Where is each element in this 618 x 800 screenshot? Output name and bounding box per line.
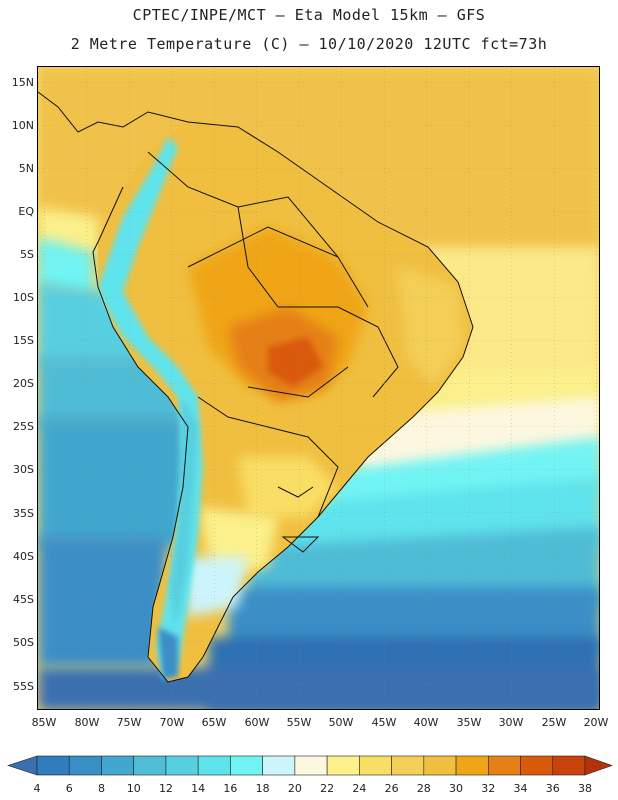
colorbar-swatch: [326, 755, 360, 776]
lon-label-20w: 20W: [583, 716, 609, 729]
lon-label-65w: 65W: [201, 716, 227, 729]
lon-label-80w: 80W: [74, 716, 100, 729]
colorbar-label: 8: [97, 782, 105, 795]
graticule: [38, 67, 599, 709]
colorbar-label: 28: [416, 782, 431, 795]
lat-label-30s: 30S: [13, 463, 34, 476]
colorbar-swatch: [230, 755, 263, 776]
lat-label-40s: 40S: [13, 550, 34, 563]
colorbar-swatch: [68, 755, 102, 776]
colorbar-label: 34: [513, 782, 528, 795]
lon-label-35w: 35W: [456, 716, 482, 729]
lat-label-15s: 15S: [13, 334, 34, 347]
lon-label-30w: 30W: [498, 716, 524, 729]
colorbar-swatch: [165, 755, 199, 776]
lat-label-15n: 15N: [11, 76, 34, 89]
colorbar-arrow-left: [7, 755, 38, 776]
colorbar-swatch: [520, 755, 554, 776]
colorbar-swatch: [133, 755, 167, 776]
lat-label-eq: EQ: [18, 205, 34, 218]
colorbar-label: 36: [545, 782, 560, 795]
lat-label-25s: 25S: [13, 420, 34, 433]
lon-label-85w: 85W: [31, 716, 57, 729]
colorbar-swatch: [101, 755, 135, 776]
colorbar: [7, 755, 613, 776]
colorbar-label: 4: [33, 782, 41, 795]
colorbar-swatch: [262, 755, 296, 776]
colorbar-label: 14: [191, 782, 206, 795]
lon-label-45w: 45W: [371, 716, 397, 729]
colorbar-swatch: [391, 755, 425, 776]
lat-label-10s: 10S: [13, 291, 34, 304]
colorbar-label: 22: [320, 782, 335, 795]
colorbar-label: 20: [287, 782, 302, 795]
colorbar-label: 38: [578, 782, 592, 795]
colorbar-swatch: [197, 755, 231, 776]
colorbar-swatch: [423, 755, 457, 776]
colorbar-swatch: [294, 755, 328, 776]
colorbar-swatch: [36, 755, 70, 776]
lon-label-25w: 25W: [541, 716, 567, 729]
colorbar-swatch: [359, 755, 392, 776]
colorbar-label: 26: [384, 782, 399, 795]
lat-label-5s: 5S: [20, 248, 34, 261]
colorbar-label: 6: [65, 782, 73, 795]
title-line-2: 2 Metre Temperature (C) – 10/10/2020 12U…: [70, 35, 548, 53]
colorbar-label: 32: [481, 782, 496, 795]
lat-label-55s: 55S: [13, 680, 34, 693]
temperature-field: [38, 67, 599, 709]
colorbar-label: 10: [126, 782, 141, 795]
title-line-1: CPTEC/INPE/MCT – Eta Model 15km – GFS: [132, 6, 486, 24]
colorbar-label: 24: [352, 782, 367, 795]
lon-label-75w: 75W: [116, 716, 142, 729]
lat-label-35s: 35S: [13, 507, 34, 520]
colorbar-swatch: [552, 755, 586, 776]
lon-label-40w: 40W: [413, 716, 439, 729]
colorbar-arrow-right: [584, 755, 613, 776]
temperature-map: [37, 66, 600, 710]
lat-label-45s: 45S: [13, 593, 34, 606]
lat-label-50s: 50S: [13, 636, 34, 649]
lon-label-60w: 60W: [244, 716, 270, 729]
lon-label-50w: 50W: [328, 716, 354, 729]
lat-label-5n: 5N: [18, 162, 34, 175]
lat-label-20s: 20S: [13, 377, 34, 390]
colorbar-label: 30: [449, 782, 464, 795]
colorbar-swatch: [487, 755, 521, 776]
colorbar-label: 18: [255, 782, 270, 795]
lat-label-10n: 10N: [11, 119, 34, 132]
colorbar-label: 16: [223, 782, 238, 795]
lon-label-70w: 70W: [159, 716, 185, 729]
colorbar-label: 12: [158, 782, 173, 795]
lon-label-55w: 55W: [286, 716, 312, 729]
colorbar-swatch: [455, 755, 489, 776]
